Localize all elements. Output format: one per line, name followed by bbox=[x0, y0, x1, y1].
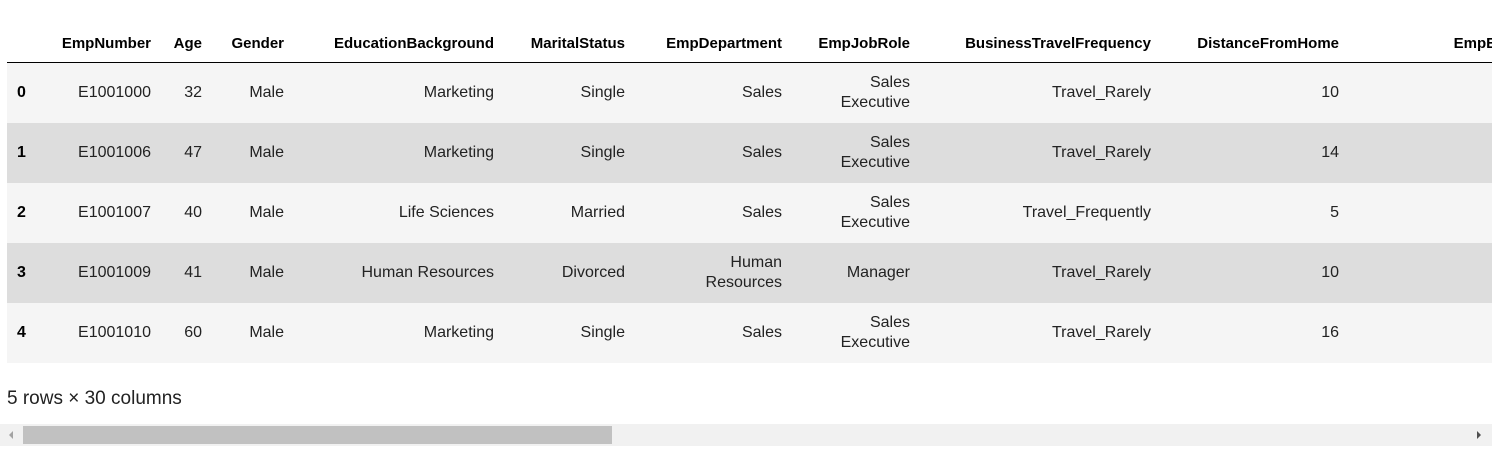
scroll-thumb[interactable] bbox=[23, 426, 612, 444]
table-cell: Single bbox=[504, 123, 635, 183]
cell-text: Sales Executive bbox=[840, 74, 910, 111]
scroll-arrows bbox=[9, 431, 1481, 439]
cell-text: Sales Executive bbox=[840, 194, 910, 231]
table-cell: Travel_Rarely bbox=[920, 123, 1161, 183]
table-body: 0 E1001000 32 Male Marketing Single Sales Sales… bbox=[7, 62, 1492, 363]
table-cell: 40 bbox=[161, 183, 212, 243]
column-header: BusinessTravelFrequency bbox=[920, 25, 1161, 63]
cell-text: Human Resources bbox=[705, 254, 782, 291]
table-row: 1 E1001006 47 Male Marketing Single Sales Sales… bbox=[7, 123, 1492, 183]
scroll-left-arrow[interactable] bbox=[9, 431, 13, 439]
column-header: EmpEducationLevel bbox=[1349, 25, 1492, 63]
table-cell: Human Resources bbox=[635, 243, 792, 303]
table-cell: Sales Executive bbox=[792, 183, 920, 243]
column-header: EmpJobRole bbox=[792, 25, 920, 63]
cell-text: Sales bbox=[741, 204, 782, 221]
row-index: 2 bbox=[7, 183, 41, 243]
table-cell: Sales Executive bbox=[792, 123, 920, 183]
table-cell: 10 bbox=[1161, 62, 1349, 123]
column-header: EducationBackground bbox=[294, 25, 504, 63]
scroll-right-arrow[interactable] bbox=[1477, 431, 1481, 439]
table-cell-clipped bbox=[1349, 183, 1492, 243]
data-table: EmpNumber Age Gender EducationBackground Mar… bbox=[7, 25, 1492, 363]
table-cell: 47 bbox=[161, 123, 212, 183]
table-cell: Married bbox=[504, 183, 635, 243]
row-index: 4 bbox=[7, 303, 41, 363]
table-cell: Divorced bbox=[504, 243, 635, 303]
table-cell: Sales bbox=[635, 62, 792, 123]
table-cell: E1001000 bbox=[41, 62, 161, 123]
table-cell: E1001009 bbox=[41, 243, 161, 303]
table-cell-clipped bbox=[1349, 123, 1492, 183]
index-header bbox=[7, 25, 41, 63]
table-cell: E1001007 bbox=[41, 183, 161, 243]
row-index: 0 bbox=[7, 62, 41, 123]
table-cell-clipped bbox=[1349, 243, 1492, 303]
table-container: EmpNumber Age Gender EducationBackground Mar… bbox=[7, 25, 1492, 363]
table-cell: Travel_Frequently bbox=[920, 183, 1161, 243]
cell-text: Manager bbox=[846, 264, 910, 281]
table-row: 2 E1001007 40 Male Life Sciences Married Sales… bbox=[7, 183, 1492, 243]
row-index: 3 bbox=[7, 243, 41, 303]
table-cell: Sales bbox=[635, 123, 792, 183]
cell-text: Sales Executive bbox=[840, 314, 910, 351]
table-cell-clipped bbox=[1349, 62, 1492, 123]
table-cell: Male bbox=[212, 123, 294, 183]
table-row: 4 E1001010 60 Male Marketing Single Sales Sales… bbox=[7, 303, 1492, 363]
table-cell: Life Sciences bbox=[294, 183, 504, 243]
table-cell: Single bbox=[504, 303, 635, 363]
column-header: EmpNumber bbox=[41, 25, 161, 63]
header-row: EmpNumber Age Gender EducationBackground Mar… bbox=[7, 25, 1492, 63]
cell-text: Sales bbox=[741, 84, 782, 101]
cell-text: Sales bbox=[741, 324, 782, 341]
table-cell: Marketing bbox=[294, 303, 504, 363]
table-cell: Travel_Rarely bbox=[920, 243, 1161, 303]
table-row: 0 E1001000 32 Male Marketing Single Sales Sales… bbox=[7, 62, 1492, 123]
table-cell: Male bbox=[212, 243, 294, 303]
table-cell: Human Resources bbox=[294, 243, 504, 303]
table-cell: 5 bbox=[1161, 183, 1349, 243]
column-header: Age bbox=[161, 25, 212, 63]
table-cell: Male bbox=[212, 303, 294, 363]
table-cell: 10 bbox=[1161, 243, 1349, 303]
table-cell: Sales bbox=[635, 183, 792, 243]
row-count: 5 rows × 30 columns bbox=[7, 388, 182, 409]
table-cell: 16 bbox=[1161, 303, 1349, 363]
column-header: EmpDepartment bbox=[635, 25, 792, 63]
table-cell: 32 bbox=[161, 62, 212, 123]
table-cell-clipped bbox=[1349, 303, 1492, 363]
table-cell: Marketing bbox=[294, 123, 504, 183]
row-index: 1 bbox=[7, 123, 41, 183]
table-cell: 41 bbox=[161, 243, 212, 303]
table-cell: E1001010 bbox=[41, 303, 161, 363]
table-cell: 14 bbox=[1161, 123, 1349, 183]
table-cell: Travel_Rarely bbox=[920, 303, 1161, 363]
table-cell: Single bbox=[504, 62, 635, 123]
table-cell: E1001006 bbox=[41, 123, 161, 183]
table-cell: Manager bbox=[792, 243, 920, 303]
table-cell: Sales Executive bbox=[792, 303, 920, 363]
table-cell: Marketing bbox=[294, 62, 504, 123]
column-header: Gender bbox=[212, 25, 294, 63]
horizontal-scrollbar[interactable] bbox=[0, 424, 1492, 446]
table-cell: Travel_Rarely bbox=[920, 62, 1161, 123]
column-header: DistanceFromHome bbox=[1161, 25, 1349, 63]
table-cell: 60 bbox=[161, 303, 212, 363]
cell-text: Sales Executive bbox=[840, 134, 910, 171]
cell-text: Sales bbox=[741, 144, 782, 161]
table-cell: Sales Executive bbox=[792, 62, 920, 123]
table-cell: Male bbox=[212, 62, 294, 123]
table-cell: Male bbox=[212, 183, 294, 243]
table-row: 3 E1001009 41 Male Human Resources Divorced Hu… bbox=[7, 243, 1492, 303]
column-header: MaritalStatus bbox=[504, 25, 635, 63]
table-cell: Sales bbox=[635, 303, 792, 363]
